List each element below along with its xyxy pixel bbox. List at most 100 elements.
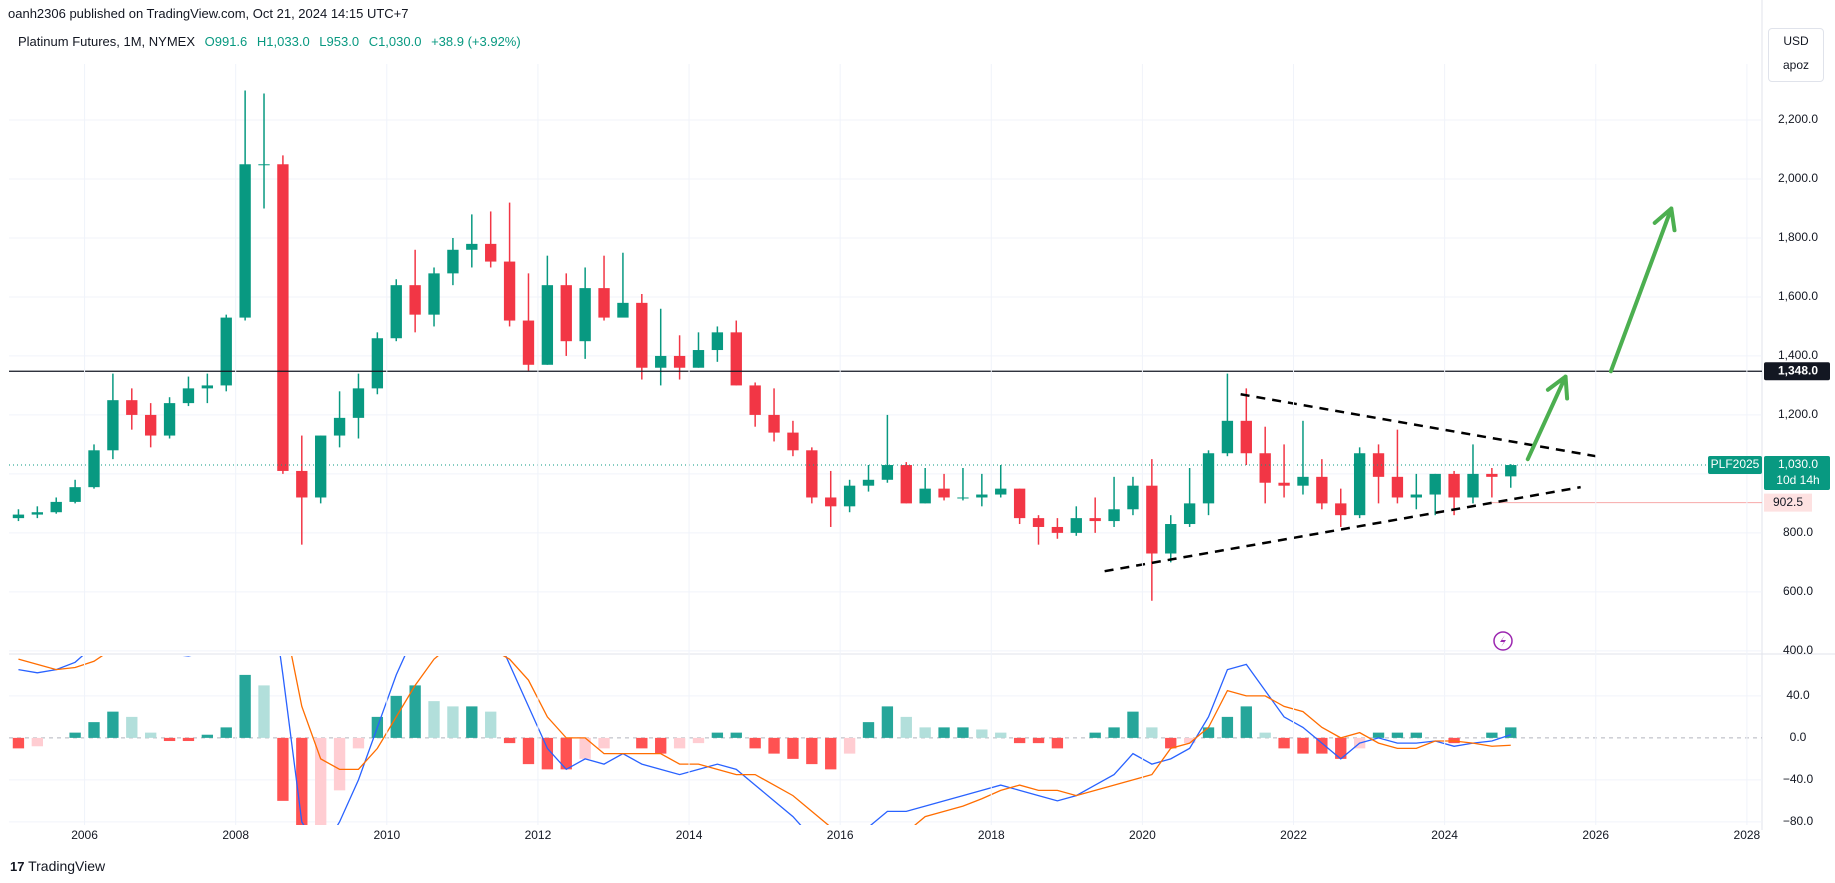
- candle-body: [1146, 485, 1158, 554]
- macd-bar: [1505, 727, 1517, 738]
- macd-bar: [1259, 732, 1271, 738]
- macd-bar: [711, 732, 724, 738]
- trendline: [1104, 485, 1581, 573]
- macd-bar: [126, 716, 138, 738]
- arrow: [1608, 206, 1677, 374]
- macd-bar: [900, 716, 912, 738]
- macd-bar: [1013, 737, 1026, 744]
- candle-body: [1202, 453, 1215, 504]
- trendline: [1240, 393, 1596, 458]
- low-label-box: [1764, 493, 1812, 512]
- macd-bar: [862, 722, 875, 738]
- candle-body: [1240, 420, 1252, 454]
- macd-bar: [938, 727, 950, 738]
- unit: apoz: [1782, 58, 1810, 72]
- candle-body: [1183, 503, 1196, 525]
- y-tick-label: 2,200.0: [1778, 112, 1818, 126]
- macd-bar: [730, 732, 742, 738]
- macd-bar: [843, 737, 856, 754]
- macd-bar: [1278, 737, 1290, 749]
- macd-bar: [522, 737, 535, 765]
- macd-bar: [182, 737, 195, 742]
- candle-body: [1353, 453, 1366, 516]
- candle-body: [12, 514, 25, 519]
- x-tick-label: 2022: [1280, 828, 1307, 842]
- candle-body: [825, 497, 837, 507]
- candle-body: [995, 488, 1007, 495]
- candle-body: [1013, 488, 1026, 519]
- macd-bar: [1165, 737, 1177, 749]
- macd-line: [18, 656, 1511, 825]
- macd-bar: [655, 737, 667, 754]
- x-tick-label: 2006: [71, 828, 98, 842]
- candle-body: [1221, 420, 1234, 454]
- macd-bar: [825, 737, 837, 770]
- low: L953.0: [319, 34, 360, 49]
- macd-bar: [31, 737, 44, 747]
- candle-body: [239, 164, 251, 318]
- symbol-legend: Platinum Futures, 1M, NYMEX O991.6 H1,03…: [18, 34, 521, 49]
- candle-body: [560, 285, 572, 342]
- candle-body: [843, 485, 856, 507]
- macd-bar: [485, 711, 497, 738]
- last-price-label: 1,030.0: [1778, 457, 1818, 471]
- macd-bar: [296, 737, 308, 825]
- candle-body: [598, 288, 610, 318]
- macd-bar: [1353, 737, 1366, 749]
- candle-body: [1467, 473, 1479, 498]
- candle-body: [69, 487, 81, 502]
- currency-box[interactable]: USD apoz: [1768, 28, 1824, 82]
- candle-body: [220, 317, 232, 386]
- candle-body: [957, 497, 969, 499]
- candle-body: [768, 414, 780, 433]
- candle-body: [126, 400, 138, 415]
- candle-body: [617, 302, 629, 318]
- macd-bar: [1202, 727, 1215, 738]
- candle-body: [541, 285, 554, 365]
- candle-body: [485, 243, 497, 262]
- signal-line: [18, 656, 1511, 825]
- candle-body: [919, 488, 931, 504]
- macd-bar: [919, 727, 931, 738]
- macd-bar: [258, 685, 270, 738]
- candle-body: [579, 288, 591, 342]
- x-tick-label: 2024: [1431, 828, 1458, 842]
- candle-body: [1410, 494, 1422, 498]
- macd-bar: [333, 737, 346, 791]
- x-tick-label: 2026: [1582, 828, 1609, 842]
- candle-body: [31, 512, 44, 515]
- candle-body: [1070, 518, 1082, 533]
- candle-body: [1297, 476, 1309, 486]
- macd-bar: [1391, 732, 1404, 738]
- candle-body: [1316, 476, 1328, 504]
- arrow: [1525, 374, 1570, 462]
- candle-body: [1486, 473, 1498, 477]
- candle-body: [1278, 482, 1290, 486]
- candle-body: [1505, 465, 1517, 477]
- candle-body: [409, 285, 421, 315]
- low-label: 902.5: [1773, 495, 1803, 509]
- alert-icon: [1493, 631, 1513, 651]
- macd-bar: [12, 737, 25, 749]
- macd-bar: [692, 737, 705, 744]
- x-tick-label: 2016: [827, 828, 854, 842]
- macd-bar: [1127, 711, 1139, 738]
- candle-body: [673, 355, 686, 368]
- macd-bar: [1335, 737, 1347, 759]
- candle-body: [806, 450, 818, 498]
- candle-body: [749, 385, 761, 415]
- macd-bar: [976, 729, 988, 738]
- candle-body: [447, 249, 459, 274]
- candle-body: [258, 164, 270, 166]
- last-price-box: [1764, 456, 1830, 491]
- macd-bar: [749, 737, 761, 749]
- candle-body: [1032, 518, 1045, 527]
- candle-body: [1127, 485, 1139, 510]
- candle-body: [1108, 509, 1120, 522]
- candle-body: [1391, 476, 1404, 498]
- candle-body: [390, 285, 402, 339]
- y-tick-label: 1,800.0: [1778, 230, 1818, 244]
- macd-bar: [277, 737, 289, 801]
- macd-bar: [1089, 732, 1101, 738]
